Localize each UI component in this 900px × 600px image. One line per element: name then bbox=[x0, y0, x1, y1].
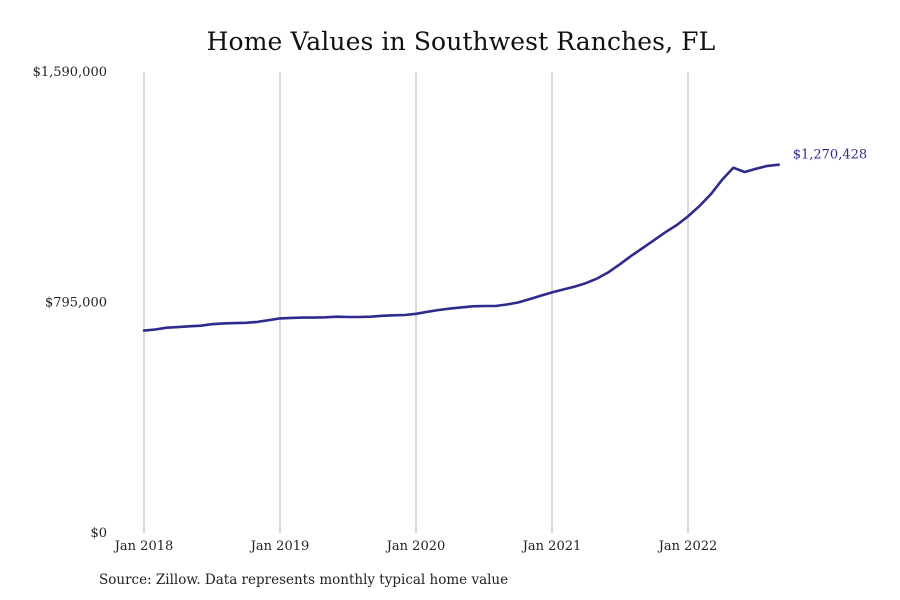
x-tick-label: Jan 2019 bbox=[249, 539, 310, 554]
series-lines bbox=[142, 163, 780, 332]
y-tick-label: $1,590,000 bbox=[33, 65, 107, 80]
source-note: Source: Zillow. Data represents monthly … bbox=[99, 572, 509, 588]
y-axis-tick-labels: $0 $795,000 $1,590,000 bbox=[33, 65, 107, 541]
chart-title: Home Values in Southwest Ranches, FL bbox=[206, 27, 716, 56]
annotations: $1,270,428 bbox=[793, 148, 867, 163]
x-tick-label: Jan 2018 bbox=[113, 539, 174, 554]
y-tick-label: $0 bbox=[90, 526, 107, 541]
x-tick-label: Jan 2021 bbox=[521, 539, 582, 554]
x-tick-label: Jan 2022 bbox=[657, 539, 718, 554]
x-tick-label: Jan 2020 bbox=[385, 539, 446, 554]
y-tick-label: $795,000 bbox=[45, 296, 107, 311]
series-line-0 bbox=[142, 163, 780, 332]
gridlines bbox=[143, 72, 689, 533]
x-axis-tick-labels: Jan 2018 Jan 2019 Jan 2020 Jan 2021 Jan 2022 bbox=[113, 539, 718, 554]
end-value-label: $1,270,428 bbox=[793, 148, 867, 163]
